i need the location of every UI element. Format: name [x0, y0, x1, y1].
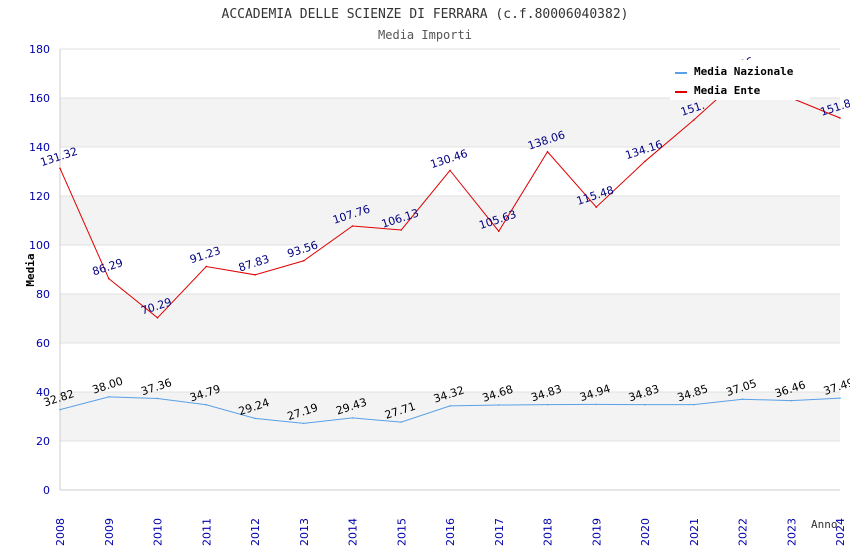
x-tick-label: 2012	[249, 518, 262, 546]
chart-subtitle: Media Importi	[378, 28, 472, 42]
data-point	[839, 397, 841, 399]
data-point	[449, 169, 451, 172]
data-label: 130.46	[429, 147, 470, 171]
y-tick-label: 60	[36, 337, 50, 350]
y-tick-label: 40	[36, 386, 50, 399]
x-tick-label: 2019	[590, 518, 603, 546]
data-point	[497, 230, 500, 233]
data-point	[644, 403, 646, 406]
grid-band	[60, 196, 840, 245]
y-axis-label: Media	[24, 253, 37, 286]
x-tick-label: 2024	[834, 518, 847, 546]
data-point	[254, 274, 256, 276]
data-point	[546, 150, 549, 153]
data-point	[351, 225, 354, 227]
data-point	[205, 403, 208, 406]
x-tick-label: 2020	[639, 518, 652, 546]
data-label: 91.23	[188, 244, 222, 266]
x-tick-label: 2011	[200, 518, 213, 546]
grid-band	[60, 294, 840, 343]
data-point	[59, 167, 61, 170]
data-point	[351, 417, 354, 419]
x-tick-label: 2021	[688, 518, 701, 546]
data-point	[400, 421, 403, 423]
data-point	[107, 277, 110, 280]
series-lines	[59, 75, 841, 425]
x-tick-label: 2008	[54, 518, 67, 546]
legend-background	[670, 60, 810, 100]
grid-band	[60, 98, 840, 147]
data-point	[692, 403, 695, 406]
y-tick-label: 140	[29, 141, 50, 154]
y-tick-label: 180	[29, 43, 50, 56]
data-point	[156, 316, 159, 319]
data-label: 37.49	[822, 376, 850, 398]
data-point	[546, 403, 549, 406]
data-point	[692, 119, 695, 121]
data-point	[595, 403, 598, 406]
data-point	[205, 265, 208, 268]
grid-band	[60, 392, 840, 441]
chart-title: ACCADEMIA DELLE SCIENZE DI FERRARA (c.f.…	[222, 7, 629, 22]
data-point	[302, 259, 305, 262]
x-tick-label: 2010	[152, 518, 165, 546]
data-point	[400, 229, 403, 231]
x-axis-label: Anno	[811, 518, 838, 531]
data-point	[497, 404, 500, 406]
legend: Media Nazionale Media Ente	[670, 60, 810, 100]
x-tick-label: 2022	[737, 518, 750, 546]
y-tick-label: 0	[43, 484, 50, 497]
x-tick-label: 2018	[542, 518, 555, 546]
x-tick-label: 2015	[395, 518, 408, 546]
x-tick-labels: 2008 2009 2010 2011 2012 2013 2014 2015 2016 2017…	[54, 518, 847, 546]
y-tick-label: 160	[29, 92, 50, 105]
data-point	[644, 160, 646, 163]
legend-label-media-ente: Media Ente	[694, 84, 761, 97]
data-point	[59, 408, 61, 411]
data-point	[302, 422, 305, 425]
data-point	[839, 117, 841, 119]
grid-bands	[60, 98, 840, 441]
y-tick-label: 20	[36, 435, 50, 448]
axes	[59, 49, 840, 491]
y-tick-labels: 0 20 40 60 80 100 120 140 160 180	[29, 43, 50, 497]
y-tick-label: 80	[36, 288, 50, 301]
x-tick-label: 2023	[785, 518, 798, 546]
data-point	[156, 397, 159, 400]
y-tick-label: 120	[29, 190, 50, 203]
x-tick-label: 2014	[347, 518, 360, 546]
legend-label-media-nazionale: Media Nazionale	[694, 65, 794, 78]
data-point	[449, 405, 451, 407]
y-tick-label: 100	[29, 239, 50, 252]
data-point	[741, 398, 744, 401]
data-point	[107, 396, 110, 398]
data-point	[790, 399, 793, 402]
x-tick-label: 2009	[103, 518, 116, 546]
x-tick-label: 2016	[444, 518, 457, 546]
x-tick-label: 2017	[493, 518, 506, 546]
data-point	[595, 206, 598, 208]
x-tick-label: 2013	[298, 518, 311, 546]
data-point	[254, 417, 256, 420]
